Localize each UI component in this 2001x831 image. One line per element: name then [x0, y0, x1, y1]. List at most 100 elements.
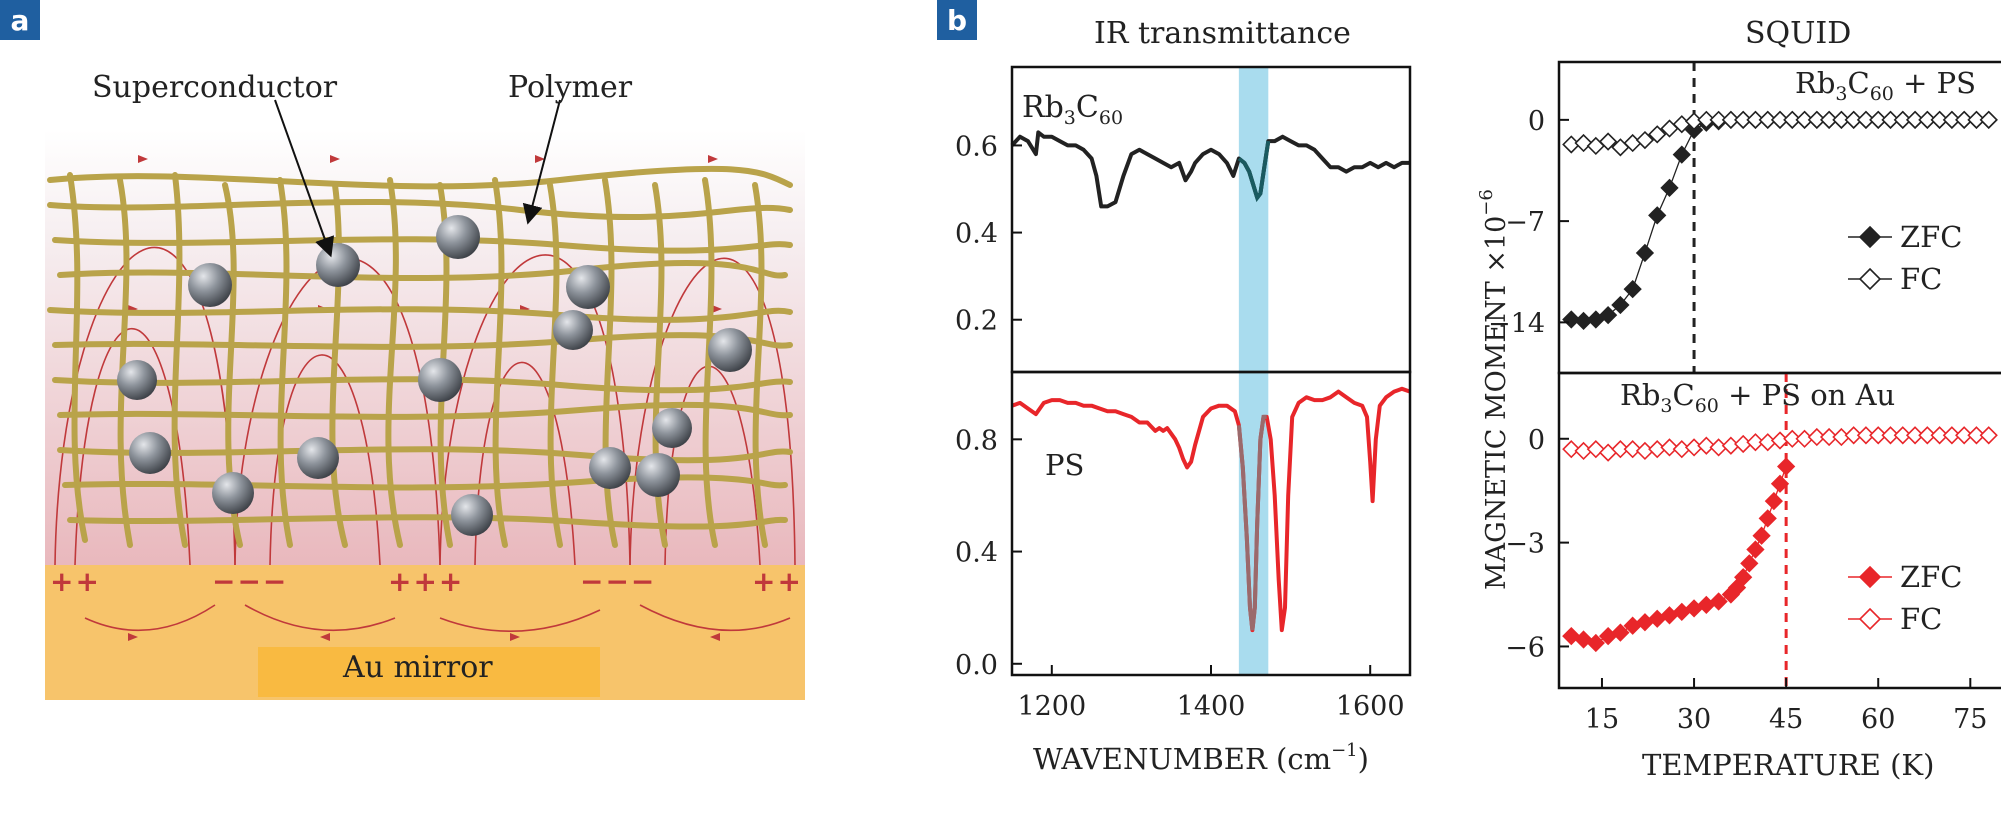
ir-top-ytick-label: 0.2 [955, 306, 998, 337]
squid-top-fc-point [1758, 110, 1777, 129]
panel-a-illustration [45, 99, 805, 700]
squid-top-fc-point [1734, 110, 1753, 129]
surface-current-arrows [84, 604, 791, 633]
squid-top-fc-point [1869, 110, 1888, 129]
au-mirror-plate [258, 647, 600, 697]
surface-charge: +++ [388, 565, 465, 598]
squid-bottom-fc-point [1967, 426, 1986, 445]
squid-bottom-fc-point [1783, 429, 1802, 448]
polymer-network [47, 165, 793, 548]
ir-title: IR transmittance [1094, 16, 1351, 51]
squid-bottom-fc-point [1856, 426, 1876, 445]
squid-bottom-fc-point [1905, 426, 1925, 445]
squid-bottom-zfc-point [1746, 540, 1765, 559]
squid-bottom-fc-point [1807, 427, 1826, 447]
squid-top-legend-label: ZFC [1900, 220, 1962, 254]
surface-charge: ++ [752, 565, 803, 598]
surface-charge: −−− [580, 565, 657, 598]
squid-bottom-fc-point [1979, 426, 1998, 445]
polymer-pointer [522, 99, 561, 225]
squid-top-zfc-point [1672, 145, 1691, 164]
squid-bottom-zfc-point [1777, 457, 1796, 476]
squid-xtick-label: 60 [1861, 704, 1895, 735]
squid-bottom-zfc-point [1586, 633, 1605, 653]
squid-bottom-fc-point [1562, 440, 1581, 459]
squid-top-zfc-point [1648, 206, 1667, 225]
squid-top-legend-marker [1858, 267, 1882, 291]
ir-xtick-label: 1400 [1177, 691, 1246, 722]
squid-xtick-label: 30 [1677, 704, 1711, 735]
squid-top-ytick-label: −7 [1505, 207, 1545, 238]
squid-top-fc-point [1598, 132, 1618, 151]
squid-top-fc-point [1697, 110, 1716, 129]
squid-top-fc-point [1942, 110, 1962, 129]
squid-top-fc-point [1709, 110, 1728, 129]
squid-top-fc-point [1844, 110, 1863, 129]
squid-bottom-fc-point [1819, 427, 1839, 447]
squid-bottom-zfc-point [1734, 568, 1753, 587]
squid-bottom-fc-point [1942, 426, 1962, 445]
superconductor-pointer [274, 99, 335, 258]
squid-bottom-label: Rb3C60 + PS on Au [1620, 378, 1896, 417]
ir-bottom-label: PS [1045, 448, 1085, 482]
panel-b-badge: b [937, 0, 977, 40]
squid-x-axis-label: TEMPERATURE (K) [1642, 748, 1935, 782]
ir-bottom-band-segment [1236, 414, 1267, 631]
squid-bottom-ytick-label: −3 [1505, 529, 1545, 560]
squid-bottom-fc-point [1844, 426, 1863, 445]
squid-title: SQUID [1745, 16, 1852, 51]
squid-top-fc-point [1770, 110, 1790, 129]
squid-bottom-frame [1557, 371, 2001, 690]
ir-xtick-label: 1600 [1336, 691, 1405, 722]
squid-top-fc-point [1881, 110, 1900, 129]
squid-bottom-zfc-point [1770, 474, 1790, 493]
ir-bottom-ytick-label: 0.4 [955, 538, 998, 569]
squid-top-fc-point [1893, 110, 1912, 129]
ir-top-series-line [1010, 130, 1410, 209]
surface-charge: −−− [212, 565, 289, 598]
squid-bottom-fc-point [1869, 426, 1888, 445]
squid-bottom-zfc-point [1574, 630, 1593, 649]
squid-xtick-label: 75 [1953, 704, 1987, 735]
squid-bottom-zfc-point [1764, 491, 1783, 511]
squid-top-fc-point [1832, 110, 1851, 129]
squid-bottom-fc-point [1893, 426, 1912, 445]
squid-top-zfc-point [1635, 243, 1655, 263]
ir-bottom-series-line [1011, 386, 1411, 633]
squid-top-fc-point [1721, 110, 1741, 129]
squid-y-axis-label: MAGNETIC MOMENT ×10−6 [1476, 189, 1512, 590]
ir-x-axis-label: WAVENUMBER (cm−1) [1033, 740, 1369, 776]
squid-bottom-fc-point [1611, 440, 1630, 459]
squid-bottom-legend-marker [1858, 565, 1882, 589]
squid-top-fc-point [1795, 110, 1814, 129]
squid-top-fc-point [1856, 110, 1876, 129]
squid-bottom-ytick-label: −6 [1505, 632, 1545, 663]
squid-top-fc-point [1955, 110, 1974, 129]
squid-bottom-legend-label: ZFC [1900, 560, 1962, 594]
squid-top-fc-point [1648, 125, 1667, 144]
squid-bottom-zfc-point [1752, 526, 1771, 545]
squid-top-fc-point [1819, 110, 1839, 129]
squid-bottom-ytick-label: 0 [1528, 425, 1545, 456]
squid-bottom-fc-point [1746, 433, 1765, 452]
squid-bottom-fc-point [1660, 438, 1679, 457]
squid-xtick-label: 15 [1585, 704, 1619, 735]
panel-a-badge: a [0, 0, 40, 40]
squid-bottom-zfc-point [1709, 592, 1728, 611]
squid-top-fc-point [1979, 110, 1998, 129]
squid-top-fc-point [1746, 110, 1765, 129]
ir-bottom-ytick-label: 0.0 [955, 650, 998, 681]
squid-top-zfc-point [1598, 306, 1618, 325]
squid-top-fc-point [1967, 110, 1986, 129]
squid-top-zfc-point [1611, 295, 1630, 315]
ir-bottom-frame [1010, 370, 1412, 677]
squid-bottom-zfc-point [1758, 509, 1777, 528]
squid-bottom-fc-point [1930, 426, 1949, 445]
squid-xtick-label: 45 [1769, 704, 1803, 735]
squid-top-label: Rb3C60 + PS [1795, 66, 1977, 105]
surface-charge: ++ [50, 565, 101, 598]
squid-bottom-legend-marker [1858, 607, 1882, 631]
squid-top-fc-point [1918, 110, 1937, 129]
ir-bottom-ytick-label: 0.8 [955, 425, 998, 456]
